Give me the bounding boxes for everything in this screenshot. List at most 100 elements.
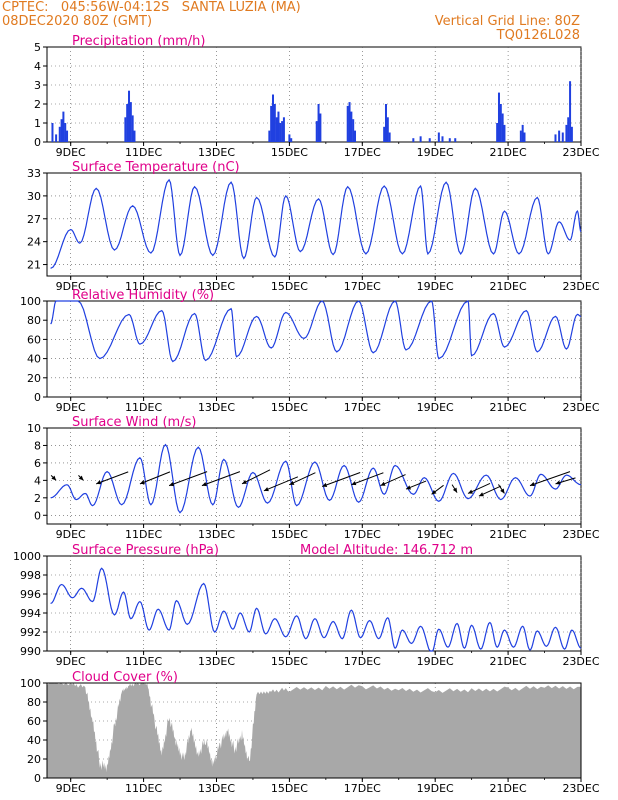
precip-bar (496, 123, 499, 142)
temp-ytick-label: 30 (27, 190, 41, 203)
cloud-ytick-label: 20 (27, 753, 41, 766)
wind-arrow-shaft (322, 472, 361, 487)
wind-arrow-head (78, 475, 84, 481)
precip-ytick-label: 3 (34, 79, 41, 92)
precip-bar (497, 92, 500, 142)
precip-bar (383, 126, 386, 142)
precip-bar (558, 130, 561, 142)
wind-xtick-label: 9DEC (56, 528, 86, 541)
wind-xtick-label: 15DEC (271, 528, 308, 541)
rh-xtick-label: 23DEC (562, 401, 599, 414)
cloud-ytick-label: 0 (34, 772, 41, 785)
precip-bar (519, 130, 522, 142)
wind-arrow-shaft (263, 476, 299, 492)
wind-series-line (50, 443, 582, 514)
precip-bar (386, 117, 389, 142)
wind-arrow-head (96, 480, 102, 485)
wind-ytick-label: 8 (34, 439, 41, 452)
wind-arrow-shaft (289, 472, 316, 486)
pres-series-line (50, 567, 582, 652)
precip-bar (437, 132, 440, 142)
rh-xtick-label: 11DEC (125, 401, 162, 414)
wind-ytick-label: 2 (34, 492, 41, 505)
temp-ytick-label: 27 (27, 213, 41, 226)
wind-arrow-head (478, 492, 484, 497)
precip-bar (454, 138, 457, 142)
wind-ytick-label: 10 (27, 422, 41, 435)
precip-bar (66, 130, 69, 142)
rh-ytick-label: 60 (27, 333, 41, 346)
pres-xtick-label: 15DEC (271, 655, 308, 668)
rh-ytick-label: 0 (34, 391, 41, 404)
wind-xtick-label: 21DEC (490, 528, 527, 541)
precip-bar (554, 134, 557, 142)
precip-bar (352, 119, 355, 142)
temp-ytick-label: 21 (27, 259, 41, 272)
precip-bar (55, 134, 58, 142)
precip-bar (523, 132, 526, 142)
precip-ytick-label: 4 (34, 60, 41, 73)
temp-xtick-label: 23DEC (562, 280, 599, 293)
pres-xtick-label: 21DEC (490, 655, 527, 668)
cloud-xtick-label: 15DEC (271, 782, 308, 795)
wind-arrow-head (500, 488, 505, 494)
precip-bar (412, 138, 415, 142)
wind-arrow-shaft (139, 471, 171, 485)
precip-bar (126, 104, 129, 142)
pres-xtick-label: 9DEC (56, 655, 86, 668)
precip-bar (315, 121, 318, 142)
temp-xtick-label: 21DEC (490, 280, 527, 293)
precip-bar (441, 136, 444, 142)
wind-arrow-shaft (96, 471, 129, 485)
precip-bar (317, 104, 320, 142)
precip-bar (51, 123, 54, 142)
precip-bar (419, 136, 422, 142)
wind-arrow-head (406, 485, 412, 490)
pres-ytick-label: 990 (20, 645, 41, 658)
precip-xtick-label: 21DEC (490, 146, 527, 159)
precip-bar (133, 130, 136, 142)
rh-xtick-label: 19DEC (417, 401, 454, 414)
precip-frame (46, 46, 582, 143)
precip-xtick-label: 11DEC (125, 146, 162, 159)
temp-title: Surface Temperature (nC) (72, 160, 240, 175)
temp-xtick-label: 11DEC (125, 280, 162, 293)
rh-title: Relative Humidity (%) (72, 288, 214, 303)
wind-frame (46, 427, 582, 525)
wind-arrow-head (289, 480, 295, 485)
temp-ytick-label: 24 (27, 236, 41, 249)
precip-xtick-label: 9DEC (56, 146, 86, 159)
header-station: CPTEC: 045:56W-04:12S SANTA LUZIA (MA) (2, 0, 301, 15)
precip-bar (569, 81, 572, 142)
precip-xtick-label: 23DEC (562, 146, 599, 159)
precip-bar (290, 138, 293, 142)
cloud-ytick-label: 80 (27, 696, 41, 709)
cloud-xtick-label: 11DEC (125, 782, 162, 795)
wind-arrow-head (468, 489, 474, 494)
wind-arrow-shaft (168, 471, 208, 487)
pres-ytick-label: 992 (20, 626, 41, 639)
header-datetime: 08DEC2020 80Z (GMT) (2, 14, 153, 29)
precip-xtick-label: 17DEC (344, 146, 381, 159)
precip-bar (268, 130, 271, 142)
cloud-ytick-label: 60 (27, 715, 41, 728)
precip-bar (348, 102, 351, 142)
wind-arrow-head (169, 482, 175, 487)
cloud-ytick-label: 40 (27, 734, 41, 747)
rh-ytick-label: 20 (27, 372, 41, 385)
cloud-xtick-label: 21DEC (490, 782, 527, 795)
precip-bar (275, 117, 278, 142)
pres-ytick-label: 994 (20, 607, 41, 620)
precip-bar (273, 104, 276, 142)
cloud-xtick-label: 17DEC (344, 782, 381, 795)
precip-xtick-label: 19DEC (417, 146, 454, 159)
wind-ytick-label: 0 (34, 509, 41, 522)
cloud-xtick-label: 23DEC (562, 782, 599, 795)
precip-bar (503, 124, 506, 142)
cloud-area (47, 683, 581, 778)
pres-xtick-label: 13DEC (198, 655, 235, 668)
pres-ytick-label: 998 (20, 569, 41, 582)
precip-bar (350, 111, 353, 142)
wind-xtick-label: 23DEC (562, 528, 599, 541)
